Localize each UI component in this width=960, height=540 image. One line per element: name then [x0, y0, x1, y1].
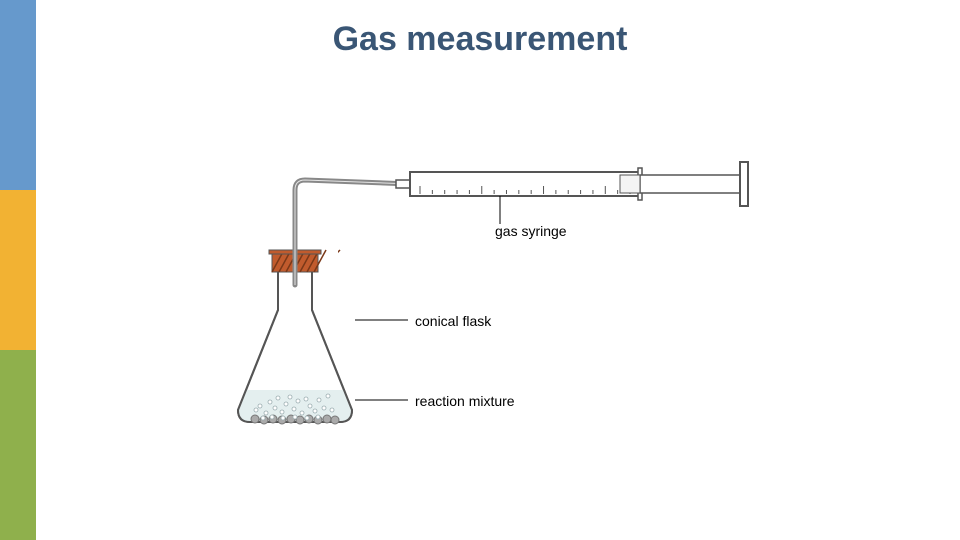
sidebar-seg-3	[0, 350, 36, 540]
diagram-svg	[200, 150, 800, 480]
diagram: gas syringe conical flask reaction mixtu…	[200, 150, 800, 480]
sidebar-seg-2	[0, 190, 36, 350]
label-reaction-mixture: reaction mixture	[415, 393, 515, 409]
label-conical-flask: conical flask	[415, 313, 491, 329]
page-title: Gas measurement	[0, 20, 960, 59]
label-gas-syringe: gas syringe	[495, 223, 567, 239]
